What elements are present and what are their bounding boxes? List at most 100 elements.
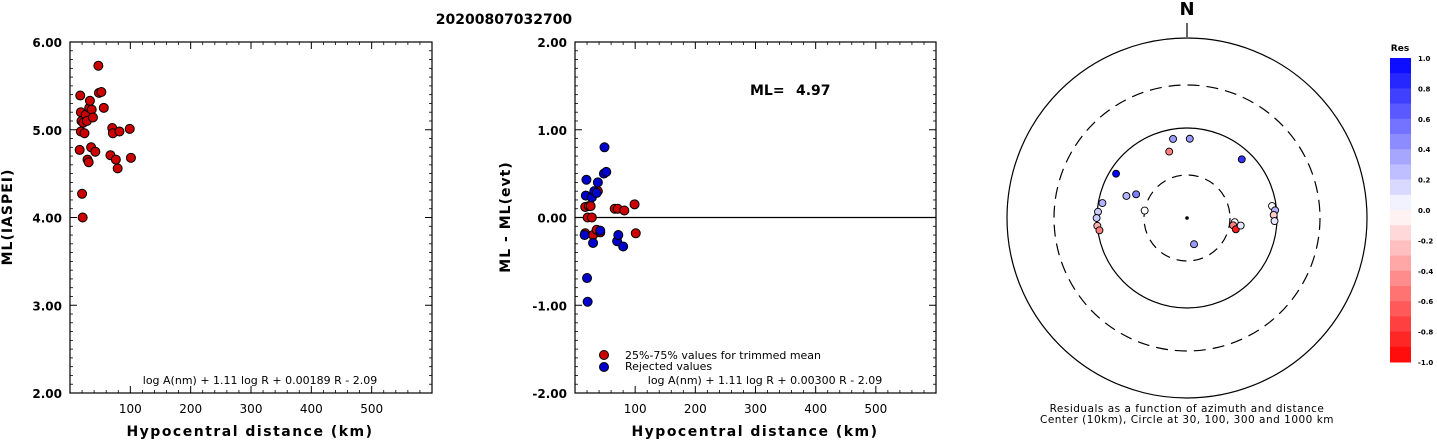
colorbar-cell	[1390, 134, 1411, 150]
legend-marker-trimmed	[599, 350, 609, 360]
colorbar-cell	[1390, 73, 1411, 89]
legend-label-rejected: Rejected values	[625, 360, 712, 373]
rejected-point	[592, 177, 603, 188]
colorbar-cell	[1390, 149, 1411, 165]
residual-xtick-label: 400	[804, 402, 827, 416]
residual-map-point	[1169, 134, 1178, 143]
residual-ytick-label: -2.00	[532, 387, 567, 401]
ring-300km	[1053, 84, 1321, 352]
colorbar-cell	[1390, 225, 1411, 241]
colorbar-cell	[1390, 316, 1411, 333]
residual-formula: log A(nm) + 1.11 log R + 0.00300 R - 2.0…	[648, 374, 882, 387]
residual-ytick-label: 2.00	[537, 36, 567, 50]
rejected-point	[581, 174, 592, 185]
ml-point	[77, 188, 88, 199]
ml-point	[77, 212, 88, 223]
residual-map-point	[1190, 240, 1198, 249]
trimmed-point	[586, 212, 597, 223]
colorbar-cell	[1390, 103, 1411, 120]
colorbar-ticks: 1.0 0.8 0.6 0.4 0.2 0.0 -0.2 -0.4 -0.6 -0.8 -1.0	[1418, 55, 1433, 367]
residual-map-panel: N Residuals as a function of azimuth and…	[1006, 0, 1368, 426]
ml-point	[93, 60, 104, 71]
legend: 25%-75% values for trimmed mean Rejected…	[599, 349, 821, 373]
ml-point	[79, 128, 90, 139]
ml-point	[96, 87, 107, 98]
ml-x-label: Hypocentral distance (km)	[126, 424, 373, 440]
ml-xtick-label: 300	[240, 402, 263, 416]
ml-point	[74, 144, 85, 155]
colorbar-tick-label: -0.2	[1418, 237, 1433, 245]
residual-map-point	[1092, 214, 1101, 222]
residual-map-point	[1098, 199, 1107, 208]
map-caption-2: Center (10km), Circle at 30, 100, 300 an…	[1040, 414, 1334, 426]
colorbar-cell	[1390, 210, 1411, 226]
legend-marker-rejected	[599, 362, 609, 372]
residual-xtick-label: 200	[684, 402, 707, 416]
colorbar-cell	[1390, 240, 1411, 257]
colorbar-tick-label: 0.4	[1418, 146, 1431, 154]
ml-ytick-label: 5.00	[32, 124, 62, 138]
ml-point	[125, 152, 136, 163]
colorbar: Res 1.0 0.8 0.6 0.4 0.2 0.0 -0.2 -0.4 -0.6 -0.8 -1…	[1390, 44, 1433, 367]
ml-xtick-label: 500	[360, 402, 383, 416]
ml-value: 4.97	[796, 83, 831, 99]
residual-xtick-label: 300	[744, 402, 767, 416]
colorbar-tick-label: -0.6	[1418, 298, 1433, 306]
colorbar-cell	[1390, 58, 1411, 74]
residual-x-label: Hypocentral distance (km)	[631, 424, 878, 440]
residual-map-point	[1270, 217, 1279, 226]
colorbar-cell	[1390, 346, 1411, 363]
residual-map-point	[1237, 155, 1246, 164]
colorbar-cell	[1390, 118, 1411, 135]
map-caption-1: Residuals as a function of azimuth and d…	[1050, 403, 1325, 415]
ring-1000km	[1006, 37, 1368, 399]
ml-point	[112, 163, 123, 174]
colorbar-tick-label: 0.6	[1418, 116, 1431, 124]
ml-ytick-label: 6.00	[32, 36, 62, 50]
residual-panel: 100 200 300 400 500 -2.00 -1.00 0.00 1.00 2.00 Hy…	[498, 36, 937, 440]
epicenter-dot	[1185, 216, 1189, 220]
rejected-point	[591, 187, 602, 198]
ml-point	[84, 95, 95, 106]
residual-map-point	[1140, 206, 1149, 215]
residual-y-label: ML - ML(evt)	[498, 161, 514, 272]
colorbar-tick-label: -1.0	[1418, 359, 1433, 367]
colorbar-cells	[1390, 58, 1411, 363]
ml-xtick-label: 400	[300, 402, 323, 416]
residual-map-point	[1095, 226, 1104, 235]
residual-map-point	[1112, 169, 1121, 178]
residual-map-point	[1132, 190, 1141, 199]
colorbar-tick-label: 0.0	[1418, 207, 1431, 215]
ml-formula: log A(nm) + 1.11 log R + 0.00189 R - 2.0…	[143, 374, 377, 387]
trimmed-point	[619, 205, 630, 216]
colorbar-cell	[1390, 88, 1411, 105]
rejected-point	[618, 241, 629, 252]
rejected-point	[588, 237, 599, 248]
ml-label: ML=	[750, 83, 785, 99]
residual-map-point	[1185, 134, 1194, 143]
rejected-point	[579, 230, 590, 241]
colorbar-cell	[1390, 164, 1411, 181]
ml-ytick-label: 3.00	[32, 299, 62, 313]
residual-axes: 100 200 300 400 500 -2.00 -1.00 0.00 1.00 2.00	[532, 36, 936, 416]
ml-ytick-label: 4.00	[32, 212, 62, 226]
colorbar-cell	[1390, 255, 1411, 272]
legend-label-trimmed: 25%-75% values for trimmed mean	[625, 349, 821, 362]
rejected-point	[595, 225, 606, 236]
rejected-point	[582, 273, 593, 284]
colorbar-tick-label: 0.2	[1418, 177, 1431, 185]
ml-xtick-label: 200	[179, 402, 202, 416]
ml-point	[114, 126, 125, 137]
colorbar-cell	[1390, 286, 1411, 302]
rejected-point	[613, 230, 624, 241]
rejected-point	[601, 166, 612, 177]
colorbar-title: Res	[1391, 44, 1409, 54]
trimmed-point	[585, 201, 596, 212]
residual-xtick-label: 500	[864, 402, 887, 416]
ring-30km	[1143, 174, 1231, 262]
residual-map-point	[1236, 221, 1245, 230]
residual-ytick-label: 1.00	[537, 124, 567, 138]
residual-xtick-label: 100	[624, 402, 647, 416]
ml-point	[83, 157, 94, 168]
